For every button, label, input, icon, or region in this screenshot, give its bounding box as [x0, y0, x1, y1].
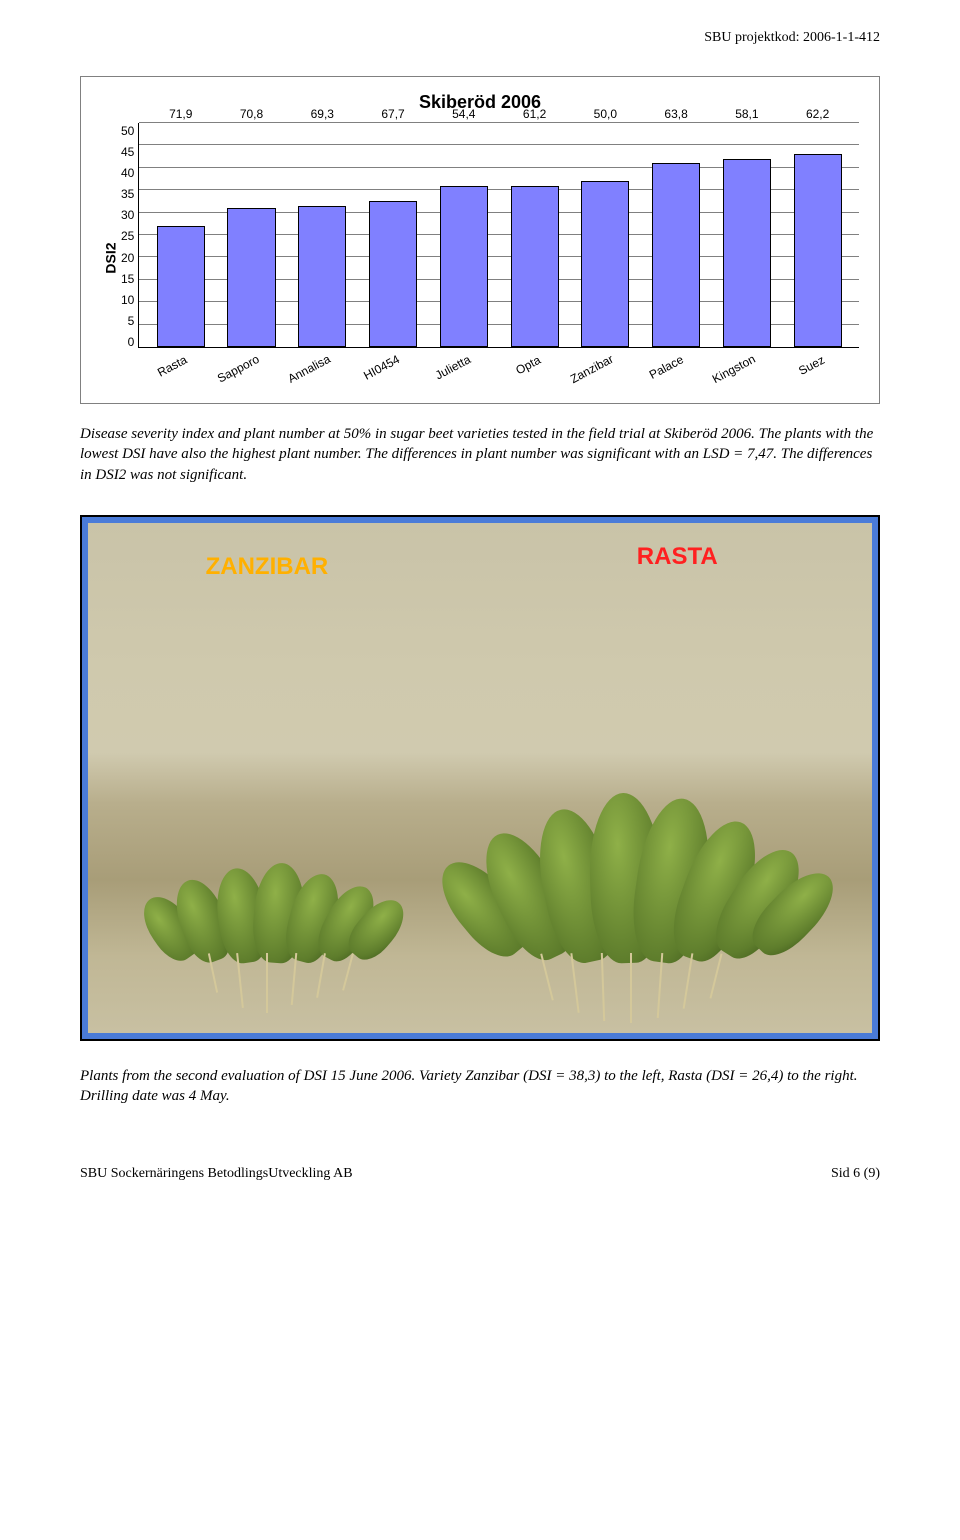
- bar-slot: 54,4: [428, 123, 499, 347]
- y-tick: 35: [121, 188, 134, 200]
- bar-data-label: 50,0: [570, 107, 641, 121]
- photo-caption: Plants from the second evaluation of DSI…: [80, 1066, 880, 1107]
- footer-right: Sid 6 (9): [831, 1166, 880, 1182]
- bar-slot: 63,8: [641, 123, 712, 347]
- x-tick-label: Annalisa: [286, 348, 357, 393]
- photo-label-zanzibar: ZANZIBAR: [206, 553, 329, 581]
- y-tick: 15: [121, 273, 134, 285]
- bar-slot: 69,3: [287, 123, 358, 347]
- bar-slot: 50,0: [570, 123, 641, 347]
- chart-area: DSI2 50454035302520151050 71,970,869,367…: [101, 123, 859, 393]
- photo-frame: ZANZIBAR RASTA: [80, 515, 880, 1041]
- x-tick-label: Palace: [640, 348, 711, 393]
- y-tick: 10: [121, 294, 134, 306]
- bar: [581, 181, 629, 347]
- bar: [227, 208, 275, 347]
- x-axis-labels: RastaSapporoAnnalisaHI0454JuliettaOptaZa…: [138, 348, 859, 393]
- bar-data-label: 58,1: [711, 107, 782, 121]
- grid-area: 71,970,869,367,754,461,250,063,858,162,2: [138, 123, 859, 348]
- bar-data-label: 69,3: [287, 107, 358, 121]
- bar-data-label: 62,2: [782, 107, 853, 121]
- page-header: SBU projektkod: 2006-1-1-412: [80, 30, 880, 46]
- roots-icon: [195, 953, 374, 1023]
- photo-label-rasta: RASTA: [637, 543, 718, 571]
- bar: [440, 186, 488, 347]
- bar-data-label: 71,9: [145, 107, 216, 121]
- bar: [511, 186, 559, 347]
- y-tick: 50: [121, 125, 134, 137]
- y-tick: 5: [128, 315, 135, 327]
- bar-data-label: 63,8: [641, 107, 712, 121]
- y-tick: 30: [121, 209, 134, 221]
- bar-data-label: 70,8: [216, 107, 287, 121]
- x-tick-label: Suez: [782, 348, 853, 393]
- y-tick: 40: [121, 167, 134, 179]
- y-tick: 45: [121, 146, 134, 158]
- project-code: SBU projektkod: 2006-1-1-412: [704, 30, 880, 45]
- bar-slot: 61,2: [499, 123, 570, 347]
- y-tick: 20: [121, 252, 134, 264]
- bar: [794, 154, 842, 347]
- x-tick-label: Rasta: [144, 348, 215, 393]
- plant-zanzibar: [135, 783, 433, 963]
- x-tick-label: Zanzibar: [570, 348, 641, 393]
- bar: [298, 206, 346, 347]
- x-tick-label: Kingston: [711, 348, 782, 393]
- plot-area: 71,970,869,367,754,461,250,063,858,162,2…: [138, 123, 859, 393]
- bar-slot: 62,2: [782, 123, 853, 347]
- bar-slot: 67,7: [358, 123, 429, 347]
- roots-icon: [527, 953, 762, 1023]
- plant-rasta: [449, 703, 841, 963]
- bar-slot: 58,1: [711, 123, 782, 347]
- y-axis-ticks: 50454035302520151050: [121, 123, 138, 393]
- bar: [652, 163, 700, 347]
- footer-left: SBU Sockernäringens BetodlingsUtveckling…: [80, 1166, 353, 1182]
- bar-data-label: 61,2: [499, 107, 570, 121]
- bar-slot: 70,8: [216, 123, 287, 347]
- chart-container: Skiberöd 2006 DSI2 50454035302520151050 …: [80, 76, 880, 404]
- x-tick-label: Opta: [499, 348, 570, 393]
- y-axis-label: DSI2: [101, 123, 121, 393]
- bars-container: 71,970,869,367,754,461,250,063,858,162,2: [139, 123, 859, 347]
- bar: [723, 159, 771, 347]
- plant-photo: ZANZIBAR RASTA: [88, 523, 872, 1033]
- y-tick: 0: [128, 336, 135, 348]
- bar: [369, 201, 417, 347]
- bar-data-label: 67,7: [358, 107, 429, 121]
- x-tick-label: Sapporo: [215, 348, 286, 393]
- y-tick: 25: [121, 230, 134, 242]
- x-tick-label: HI0454: [357, 348, 428, 393]
- leaves-icon: [449, 703, 841, 963]
- chart-caption: Disease severity index and plant number …: [80, 424, 880, 485]
- bar-slot: 71,9: [145, 123, 216, 347]
- bar-data-label: 54,4: [428, 107, 499, 121]
- bar: [157, 226, 205, 347]
- leaves-icon: [135, 783, 433, 963]
- page-footer: SBU Sockernäringens BetodlingsUtveckling…: [80, 1166, 880, 1182]
- x-tick-label: Julietta: [428, 348, 499, 393]
